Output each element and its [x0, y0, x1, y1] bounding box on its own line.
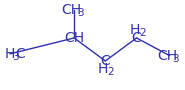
Text: 3: 3 [77, 8, 83, 18]
Text: 2: 2 [107, 68, 114, 77]
Text: C: C [132, 31, 142, 45]
Text: C: C [15, 47, 25, 61]
Text: H: H [98, 62, 108, 76]
Text: 2: 2 [139, 28, 145, 38]
Text: CH: CH [157, 49, 177, 63]
Text: 3: 3 [172, 54, 179, 64]
Text: 3: 3 [12, 52, 18, 62]
Text: CH: CH [61, 3, 81, 17]
Text: CH: CH [64, 31, 84, 45]
Text: C: C [100, 54, 110, 68]
Text: H: H [129, 22, 139, 37]
Text: H: H [5, 47, 15, 61]
